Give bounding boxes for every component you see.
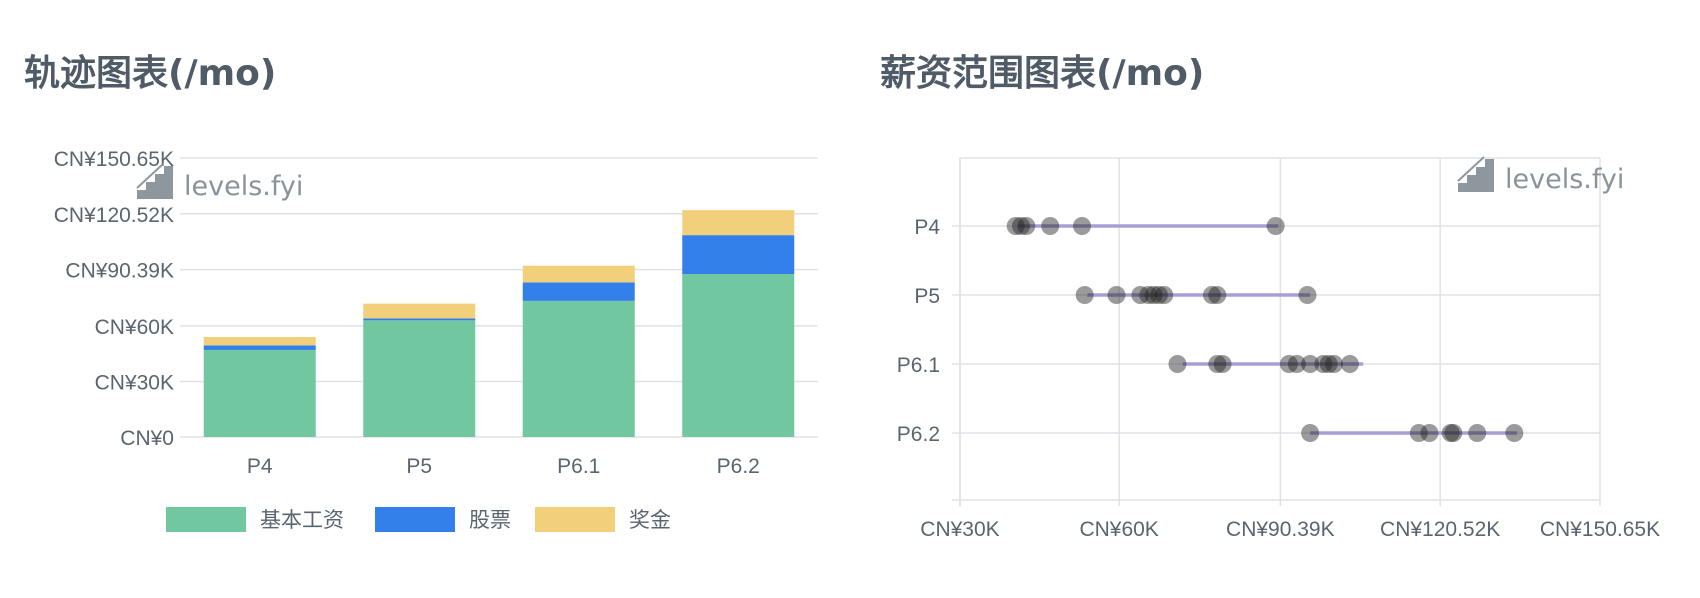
- y-tick-label: CN¥90.39K: [65, 260, 174, 283]
- data-point-p6-1: [1208, 355, 1227, 373]
- data-point-p6-1: [1319, 355, 1338, 373]
- trajectory-bar-chart: CN¥0 CN¥30K CN¥60K CN¥90.39K CN¥120.52K CN¥15…: [54, 148, 818, 478]
- data-point-p4: [1006, 217, 1025, 235]
- legend-swatch-0: [166, 507, 246, 532]
- staircase-step: [1458, 183, 1467, 192]
- staircase-step: [164, 166, 173, 199]
- data-point-p5: [1298, 286, 1317, 304]
- levels-fyi-watermark-left: levels.fyi: [136, 163, 303, 202]
- data-point-p6-1: [1324, 355, 1343, 373]
- x-tick-label: P6.1: [557, 455, 600, 478]
- bar-p5-series-2: [363, 303, 476, 319]
- y-tick-label: CN¥120.52K: [54, 204, 174, 227]
- x-tick-label: P4: [247, 455, 273, 478]
- data-point-p4: [1017, 217, 1036, 235]
- salary-range-chart-title: 薪资范围图表(/mo): [880, 53, 1205, 94]
- bar-p6-1-series-1: [522, 282, 635, 301]
- bar-p6-1-series-0: [522, 300, 635, 437]
- bar-p6-2-series-1: [682, 235, 795, 275]
- data-point-p4: [1041, 217, 1060, 235]
- staircase-icon: [136, 163, 173, 199]
- data-point-p5: [1144, 286, 1163, 304]
- bar-p4-series-0: [203, 349, 316, 437]
- x-tick-label: CN¥60K: [1079, 518, 1158, 541]
- data-point-p6-1: [1213, 355, 1232, 373]
- x-tick-label: CN¥120.52K: [1380, 518, 1500, 541]
- staircase-step: [146, 182, 155, 199]
- y-tick-label: CN¥150.65K: [54, 148, 174, 171]
- y-tick-label: P6.1: [897, 354, 940, 377]
- legend-label-2: 奖金: [629, 508, 671, 532]
- legend-swatch-2: [535, 507, 615, 532]
- y-tick-label: CN¥0: [120, 427, 174, 450]
- staircase-stroke: [136, 163, 164, 189]
- bar-p4-series-1: [203, 345, 316, 350]
- x-tick-label: CN¥150.65K: [1540, 518, 1660, 541]
- data-point-p5: [1208, 286, 1227, 304]
- x-tick-label: CN¥30K: [920, 518, 999, 541]
- legend-label-0: 基本工资: [260, 508, 344, 532]
- y-tick-label: P6.2: [897, 423, 940, 446]
- staircase-step: [137, 190, 146, 199]
- data-point-p6-1: [1279, 355, 1298, 373]
- data-point-p5: [1202, 286, 1221, 304]
- y-tick-label: P4: [914, 216, 940, 239]
- data-point-p5: [1107, 286, 1126, 304]
- data-point-p6-2: [1468, 424, 1487, 442]
- data-point-p6-2: [1505, 424, 1524, 442]
- staircase-step: [155, 174, 164, 199]
- y-tick-label: CN¥30K: [95, 371, 174, 394]
- data-point-p5: [1149, 286, 1168, 304]
- bar-p6-2-series-2: [682, 210, 795, 236]
- data-point-p6-2: [1420, 424, 1439, 442]
- staircase-step: [1476, 167, 1485, 192]
- watermark-text: levels.fyi: [184, 171, 303, 202]
- data-point-p6-2: [1301, 424, 1320, 442]
- x-tick-label: CN¥90.39K: [1226, 518, 1335, 541]
- staircase-stroke: [1457, 156, 1485, 182]
- data-point-p6-1: [1340, 355, 1359, 373]
- data-point-p6-1: [1168, 355, 1187, 373]
- data-point-p6-1: [1301, 355, 1320, 373]
- watermark-text: levels.fyi: [1505, 164, 1624, 195]
- data-point-p5: [1075, 286, 1094, 304]
- data-point-p5: [1155, 286, 1174, 304]
- bar-p4-series-2: [203, 336, 316, 346]
- data-point-p6-2: [1409, 424, 1428, 442]
- y-tick-label: CN¥60K: [95, 316, 174, 339]
- data-point-p5: [1139, 286, 1158, 304]
- legend-label-1: 股票: [469, 508, 511, 532]
- data-point-p4: [1266, 217, 1285, 235]
- data-point-p6-1: [1314, 355, 1333, 373]
- legend-swatch-1: [375, 507, 455, 532]
- data-point-p4: [1073, 217, 1092, 235]
- data-point-p5: [1131, 286, 1150, 304]
- staircase-icon: [1457, 156, 1494, 192]
- staircase-step: [1467, 175, 1476, 192]
- data-point-p4: [1012, 217, 1031, 235]
- salary-range-scatter-chart: CN¥30K CN¥60K CN¥90.39K CN¥120.52K CN¥150.65…: [897, 157, 1660, 541]
- x-tick-label: P5: [406, 455, 432, 478]
- x-tick-label: P6.2: [717, 455, 760, 478]
- bar-p6-1-series-2: [522, 265, 635, 283]
- data-point-p6-1: [1287, 355, 1306, 373]
- y-tick-label: P5: [914, 285, 940, 308]
- data-point-p6-2: [1441, 424, 1460, 442]
- staircase-step: [1485, 159, 1494, 192]
- data-point-p6-2: [1444, 424, 1463, 442]
- levels-fyi-watermark-right: levels.fyi: [1457, 156, 1624, 195]
- bar-chart-legend: 基本工资 股票 奖金: [166, 507, 671, 532]
- bar-p5-series-0: [363, 320, 476, 437]
- bar-p5-series-1: [363, 318, 476, 321]
- trajectory-chart-title: 轨迹图表(/mo): [24, 53, 277, 94]
- bar-p6-2-series-0: [682, 274, 795, 437]
